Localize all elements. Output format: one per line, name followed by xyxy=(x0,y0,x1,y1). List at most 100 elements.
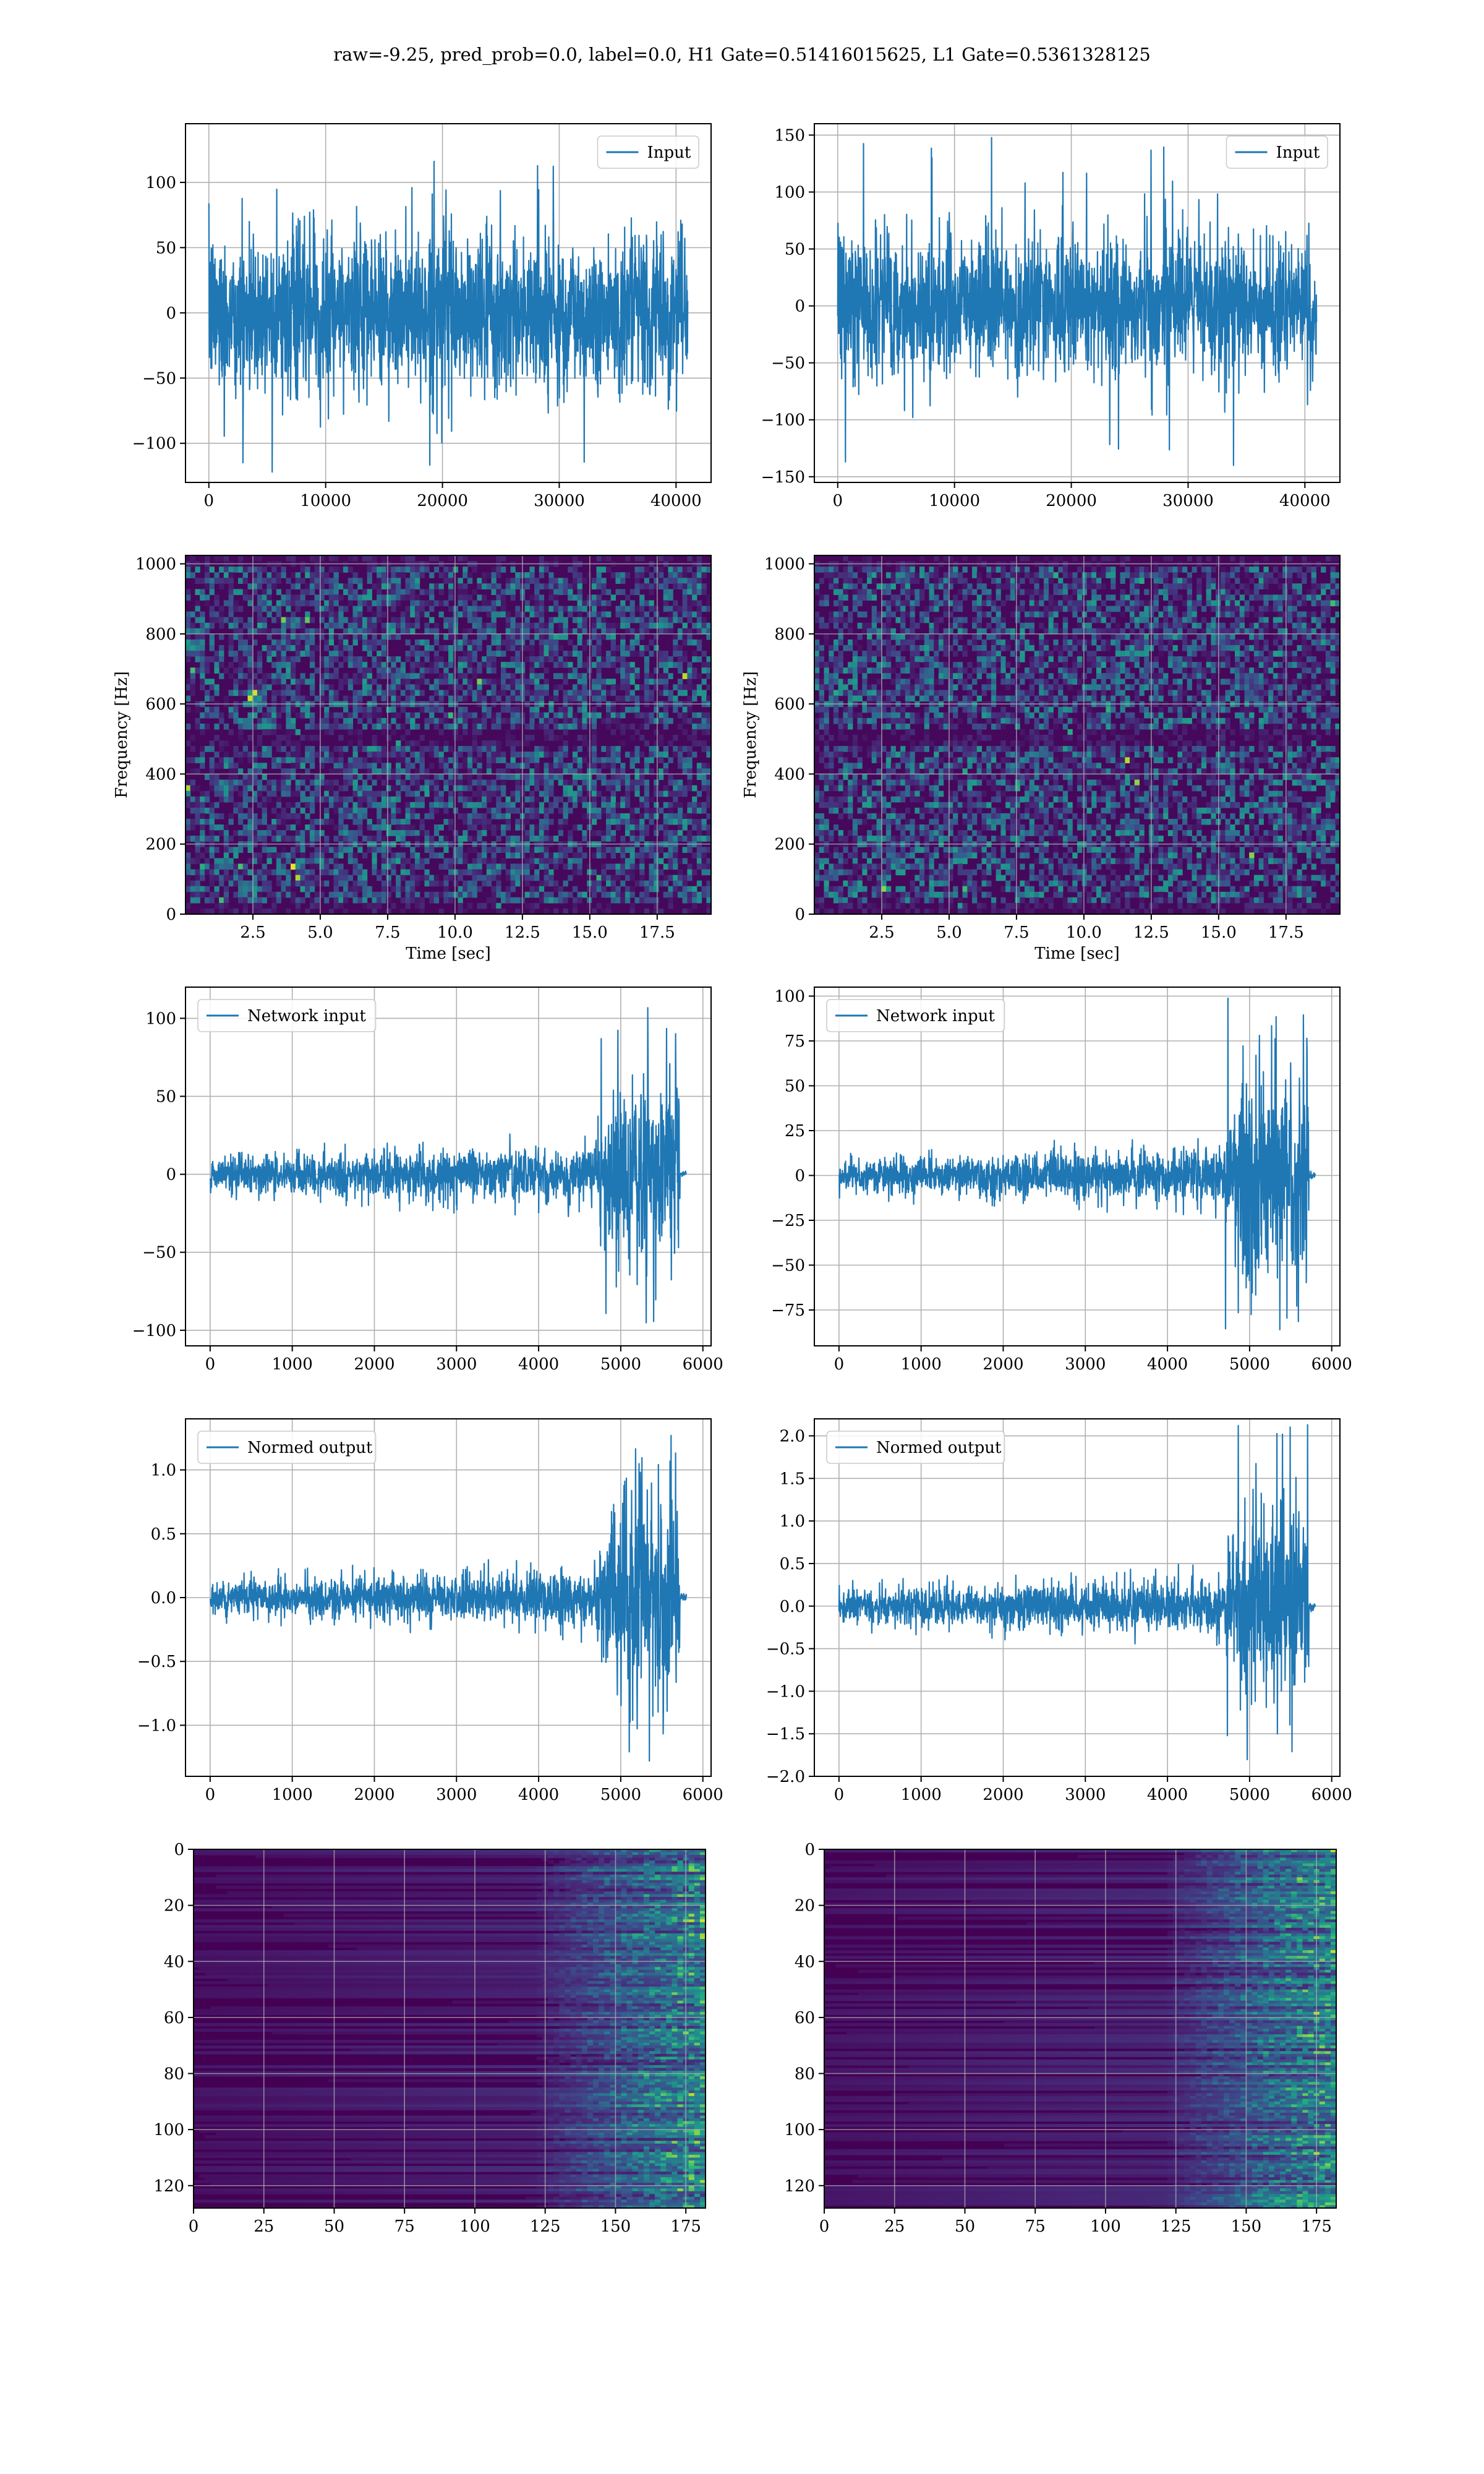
y-tick-label: 80 xyxy=(795,2065,815,2084)
y-tick-label: 20 xyxy=(164,1897,184,1915)
y-tick-label: −1.0 xyxy=(766,1682,805,1701)
x-tick-label: 0 xyxy=(834,1355,845,1374)
x-tick-label: 15.0 xyxy=(1201,923,1237,942)
x-tick-label: 5.0 xyxy=(307,923,333,942)
x-tick-label: 2000 xyxy=(354,1355,394,1374)
legend: Network input xyxy=(197,999,377,1032)
y-tick-label: 60 xyxy=(164,2009,184,2027)
x-tick-label: 2000 xyxy=(983,1355,1023,1374)
y-tick-label: 100 xyxy=(145,1009,176,1028)
y-tick-label: −50 xyxy=(142,1244,176,1262)
legend-entry: Input xyxy=(647,143,691,162)
x-tick-label: 10000 xyxy=(300,492,351,510)
y-tick-label: −1.5 xyxy=(766,1725,805,1744)
x-tick-label: 1000 xyxy=(901,1786,942,1804)
y-tick-label: 25 xyxy=(785,1122,805,1141)
axes-frame xyxy=(814,555,1341,915)
y-tick-label: 600 xyxy=(774,695,805,714)
x-tick-label: 50 xyxy=(324,2217,344,2236)
x-tick-label: 100 xyxy=(459,2217,490,2236)
y-tick-label: 80 xyxy=(164,2065,184,2084)
x-tick-label: 7.5 xyxy=(375,923,400,942)
legend: Network input xyxy=(826,999,1005,1032)
x-tick-label: 0 xyxy=(189,2217,199,2236)
x-tick-label: 0 xyxy=(833,492,843,510)
spectrogram-image xyxy=(814,555,1341,915)
x-tick-label: 4000 xyxy=(1147,1786,1188,1804)
legend: Input xyxy=(1226,135,1328,169)
figure-suptitle: raw=-9.25, pred_prob=0.0, label=0.0, H1 … xyxy=(333,44,1151,66)
x-tick-label: 6000 xyxy=(1311,1786,1352,1804)
tick-labels: 0 1000 2000 3000 4000 5000 6000 −100 −50 0 50 100 xyxy=(132,1009,723,1374)
x-tick-label: 12.5 xyxy=(1133,923,1169,942)
tick-labels: 0 10000 20000 30000 40000 −150 −100 −50 0 50 100 15… xyxy=(761,126,1331,510)
y-tick-label: 0 xyxy=(174,1841,184,1859)
x-tick-label: 3000 xyxy=(436,1355,477,1374)
x-tick-label: 150 xyxy=(1231,2217,1262,2236)
y-tick-label: 150 xyxy=(774,126,805,145)
x-tick-label: 6000 xyxy=(683,1355,723,1374)
x-tick-label: 6000 xyxy=(1311,1355,1352,1374)
series-line-normed-output xyxy=(209,1434,688,1762)
y-tick-label: 50 xyxy=(156,239,176,257)
subplot-l1-normed-output: Normed output 0 1000 2000 3000 4000 5000 6000 −2… xyxy=(766,1418,1352,1804)
y-tick-label: −25 xyxy=(771,1212,805,1230)
x-tick-label: 2000 xyxy=(354,1786,394,1804)
y-tick-label: 0 xyxy=(795,1167,805,1186)
legend-entry: Normed output xyxy=(876,1439,1002,1457)
subplot-h1-input: Input 0 10000 20000 30000 40000 −100 −50 0 50 100 xyxy=(132,123,712,510)
x-tick-label: 1000 xyxy=(272,1786,313,1804)
x-tick-label: 0 xyxy=(834,1786,845,1804)
x-tick-label: 150 xyxy=(600,2217,631,2236)
y-tick-label: 2.0 xyxy=(780,1427,805,1446)
y-tick-label: 1.0 xyxy=(151,1462,176,1480)
legend-entry: Network input xyxy=(876,1007,995,1025)
y-tick-label: 0.0 xyxy=(780,1598,805,1616)
x-tick-label: 3000 xyxy=(436,1786,477,1804)
x-tick-label: 125 xyxy=(1161,2217,1192,2236)
x-tick-label: 1000 xyxy=(272,1355,313,1374)
x-tick-label: 5000 xyxy=(600,1786,641,1804)
tick-labels: 0 1000 2000 3000 4000 5000 6000 −75 −50 −25 0 25 50 7… xyxy=(771,988,1352,1374)
tick-labels: 2.5 5.0 7.5 10.0 12.5 15.0 17.5 0 200 400 600 800 10… xyxy=(135,555,675,942)
x-tick-label: 15.0 xyxy=(572,923,608,942)
series-line-network-input xyxy=(209,1007,688,1324)
series-line-input xyxy=(208,160,689,473)
x-tick-label: 30000 xyxy=(534,492,585,510)
tick-labels: 0 1000 2000 3000 4000 5000 6000 −2.0 −1.5 −1.0 −0.… xyxy=(766,1427,1352,1804)
axes-frame xyxy=(814,123,1341,483)
subplot-h1-spectrogram: 2.5 5.0 7.5 10.0 12.5 15.0 17.5 0 200 400 600 800 10… xyxy=(113,555,712,963)
y-tick-label: 400 xyxy=(145,765,176,784)
x-tick-label: 12.5 xyxy=(505,923,540,942)
x-tick-label: 30000 xyxy=(1162,492,1214,510)
x-tick-label: 2.5 xyxy=(869,923,894,942)
y-tick-label: 800 xyxy=(145,625,176,644)
y-tick-label: 100 xyxy=(784,2121,815,2139)
y-tick-label: 200 xyxy=(774,836,805,854)
axes-frame xyxy=(193,1849,706,2209)
tick-labels: 0 25 50 75 100 125 150 175 0 20 40 60 80 100 120 xyxy=(784,1841,1332,2236)
y-tick-label: 120 xyxy=(784,2177,815,2196)
y-tick-label: 100 xyxy=(145,174,176,192)
y-tick-label: −1.0 xyxy=(137,1716,176,1735)
y-tick-label: 50 xyxy=(785,1077,805,1096)
y-tick-label: 20 xyxy=(795,1897,815,1915)
y-tick-label: 0.5 xyxy=(151,1525,176,1544)
y-tick-label: 0 xyxy=(795,297,805,316)
axes-frame xyxy=(185,1418,712,1777)
x-tick-label: 2.5 xyxy=(240,923,265,942)
legend-entry: Network input xyxy=(247,1007,366,1025)
x-tick-label: 4000 xyxy=(1147,1355,1188,1374)
y-tick-label: −50 xyxy=(142,369,176,388)
y-axis-label: Frequency [Hz] xyxy=(113,671,131,798)
feature-map-image xyxy=(824,1849,1337,2209)
y-tick-label: 800 xyxy=(774,625,805,644)
y-tick-label: 1.5 xyxy=(780,1470,805,1488)
y-tick-label: 200 xyxy=(145,836,176,854)
y-tick-label: 100 xyxy=(153,2121,184,2139)
y-tick-label: 120 xyxy=(153,2177,184,2196)
grid xyxy=(186,555,711,915)
x-tick-label: 3000 xyxy=(1065,1355,1106,1374)
